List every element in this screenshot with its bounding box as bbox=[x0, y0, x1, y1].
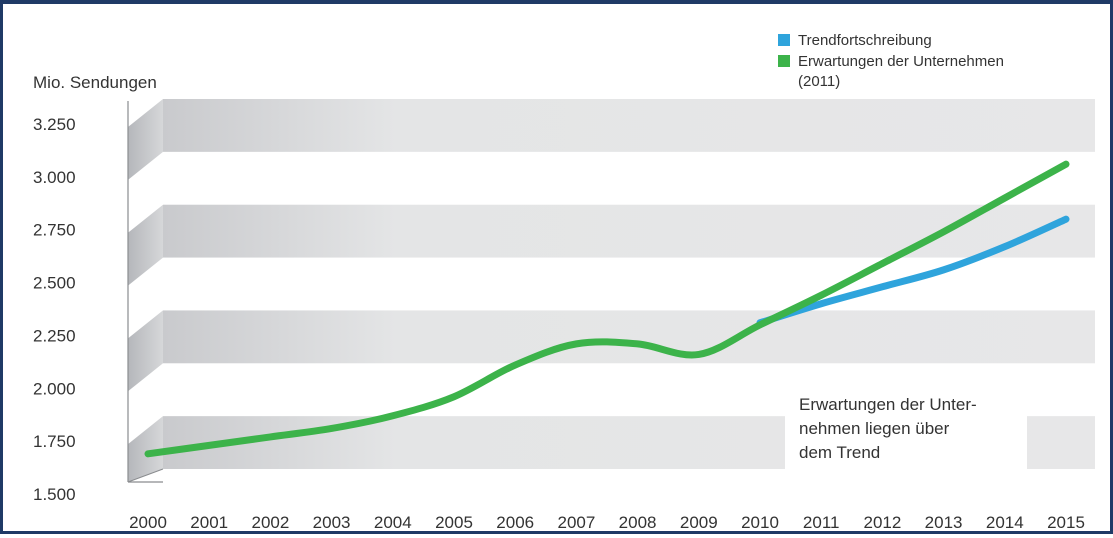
y-tick-label: 2.500 bbox=[33, 274, 76, 293]
legend-swatch-expectations bbox=[778, 55, 790, 67]
x-tick-label: 2011 bbox=[803, 513, 840, 532]
annotation-line-1: Erwartungen der Unter- bbox=[799, 395, 977, 414]
x-tick-label: 2010 bbox=[741, 513, 779, 532]
legend-label-expectations-line1: Erwartungen der Unternehmen bbox=[798, 53, 1004, 70]
annotation: Erwartungen der Unter- nehmen liegen übe… bbox=[785, 389, 1027, 471]
annotation-background bbox=[785, 389, 1027, 471]
x-tick-label: 2001 bbox=[190, 513, 228, 532]
y-tick-label: 1.750 bbox=[33, 432, 76, 451]
x-tick-label: 2012 bbox=[863, 513, 901, 532]
legend-label-trend: Trendfortschreibung bbox=[798, 32, 932, 49]
x-tick-labels: 2000 2001 2002 2003 2004 2005 2006 2007 2008 2009… bbox=[129, 513, 1085, 532]
annotation-line-3: dem Trend bbox=[799, 443, 880, 462]
line-chart: 1.500 1.750 2.000 2.250 2.500 2.750 3.000 3.250… bbox=[33, 32, 1095, 532]
y-tick-label: 3.000 bbox=[33, 168, 76, 187]
y-tick-labels: 1.500 1.750 2.000 2.250 2.500 2.750 3.000 3.250 bbox=[33, 115, 76, 504]
y-tick-label: 2.000 bbox=[33, 379, 76, 398]
band-side bbox=[128, 416, 163, 482]
x-tick-label: 2003 bbox=[313, 513, 351, 532]
annotation-line-2: nehmen liegen über bbox=[799, 419, 950, 438]
legend-label-expectations-line2: (2011) bbox=[798, 73, 840, 90]
x-tick-label: 2008 bbox=[619, 513, 657, 532]
x-tick-label: 2014 bbox=[986, 513, 1024, 532]
band-side bbox=[128, 204, 163, 286]
axes bbox=[127, 101, 164, 483]
x-tick-label: 2009 bbox=[680, 513, 718, 532]
series-line-trend bbox=[756, 215, 1070, 327]
y-tick-label: 3.250 bbox=[33, 115, 76, 134]
x-tick-label: 2004 bbox=[374, 513, 412, 532]
x-tick-label: 2000 bbox=[129, 513, 167, 532]
band bbox=[163, 204, 1095, 258]
series-lines bbox=[144, 160, 1070, 458]
band bbox=[163, 99, 1095, 152]
x-tick-label: 2002 bbox=[251, 513, 289, 532]
x-tick-label: 2013 bbox=[925, 513, 963, 532]
x-tick-label: 2005 bbox=[435, 513, 473, 532]
x-tick-label: 2015 bbox=[1047, 513, 1085, 532]
legend-swatch-trend bbox=[778, 34, 790, 46]
background-bands bbox=[128, 99, 1095, 482]
y-tick-label: 2.750 bbox=[33, 221, 76, 240]
band-side bbox=[128, 310, 163, 392]
x-axis-depth-line bbox=[127, 468, 164, 483]
x-tick-label: 2007 bbox=[557, 513, 595, 532]
y-tick-label: 2.250 bbox=[33, 326, 76, 345]
series-line-expectations bbox=[144, 160, 1070, 458]
band bbox=[163, 310, 1095, 364]
legend: Trendfortschreibung Erwartungen der Unte… bbox=[778, 32, 1004, 90]
x-tick-label: 2006 bbox=[496, 513, 534, 532]
y-axis-label: Mio. Sendungen bbox=[33, 73, 157, 92]
y-tick-label: 1.500 bbox=[33, 485, 76, 504]
band-side bbox=[128, 99, 163, 180]
